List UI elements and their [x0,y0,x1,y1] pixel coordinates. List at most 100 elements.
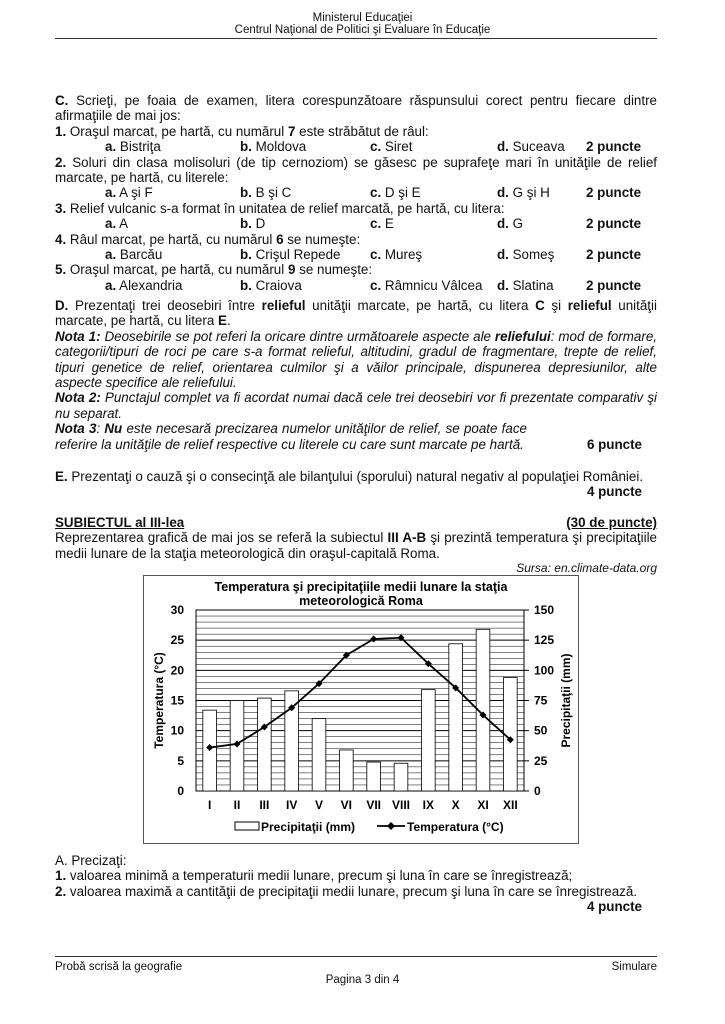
footer-left: Probă scrisă la geografie [55,961,183,973]
option-letter: c. [370,247,382,263]
x-tick: VIII [392,798,410,812]
question-text: 1. Oraşul marcat, pe hartă, cu numărul 7… [55,124,657,139]
option-letter: b. [240,277,252,293]
y-right-label: Precipitaţii (mm) [559,653,573,747]
subject-intro: Reprezentarea grafică de mai jos se refe… [55,530,657,561]
text-segment: Nota 2: [55,390,101,406]
y-left-tick: 15 [171,694,185,708]
option-letter: a. [105,139,117,155]
x-tick: V [315,798,323,812]
question-list: 1. Oraşul marcat, pe hartă, cu numărul 7… [55,124,657,293]
option-d: d. Slatina [497,278,554,293]
text-segment: D. [55,298,69,313]
text-segment: Nota 3 [55,421,97,437]
text-segment: 1. [55,868,67,884]
legend-bar-swatch [234,821,260,831]
question-text: 3. Relief vulcanic s-a format în unitate… [55,201,657,216]
y-left-tick: 5 [177,754,184,768]
y-left-tick: 25 [171,633,185,647]
option-text: Siret [381,139,413,155]
section-e-text: E. Prezentaţi o cauză şi o consecinţă al… [55,469,657,484]
precipitation-bar [448,643,463,792]
option-c: c. D şi E [370,185,421,200]
option-text: Moldova [251,139,307,155]
question-options: a. Bistriţa b. Moldova c. Siret d. Suceava 2… [55,139,657,154]
option-text: Someş [508,247,555,263]
text-segment: Relief vulcanic s-a format în unitatea d… [66,200,505,216]
text-segment: Scrieţi, pe foaia de examen, litera core… [55,93,657,124]
text-segment: se numeşte: [283,231,361,247]
question-options: a. Barcău b. Crişul Repede c. Mureş d. Some… [55,247,657,262]
option-letter: c. [370,216,382,232]
x-tick: III [259,798,269,812]
precipitation-bar [311,718,327,792]
y-right-tick: 25 [534,754,548,768]
temperature-point [506,736,514,744]
x-tick: XI [477,798,488,812]
option-text: D şi E [381,185,421,201]
option-letter: b. [240,139,252,155]
section-a-item-2: 2. valoarea maximă a cantităţii de preci… [55,884,657,899]
legend-line-marker [387,822,395,830]
text-segment: 5. [55,262,67,278]
section-c: C. Scrieţi, pe foaia de examen, litera c… [55,93,657,293]
temperature-point [342,651,350,659]
chart-title-line-2: meteorologică Roma [299,594,424,608]
precipitation-bar [421,689,436,792]
text-segment: Oraşul marcat, pe hartă, cu numărul [66,123,288,139]
subject-3: SUBIECTUL al III-lea (30 de puncte) Repre… [55,515,657,577]
text-segment: este necesară precizarea numelor unităţi… [55,421,527,452]
precipitation-bar [284,690,299,792]
option-letter: d. [497,216,509,232]
option-d: d. G [497,216,523,231]
text-segment: unităţii marcate, pe hartă, cu litera [55,298,657,329]
option-text: Bistriţa [116,139,161,155]
x-tick: II [234,798,241,812]
option-a: a. Bistriţa [105,139,161,154]
option-b: b. B şi C [240,185,291,200]
x-tick: IX [423,798,434,812]
option-letter: d. [497,247,509,263]
temperature-point [452,684,460,692]
section-a-points: 4 puncte [586,899,642,915]
text-segment: valoarea minimă a temperaturii medii lun… [66,868,573,884]
text-segment: 4. [55,231,67,247]
footer-right: Simulare [611,961,657,973]
question-text: 2. Soluri din clasa molisoluri (de tip c… [55,155,657,186]
text-segment: relieful [261,298,306,313]
option-letter: c. [370,185,382,201]
temperature-point [479,711,487,719]
section-c-intro: C. Scrieţi, pe foaia de examen, litera c… [55,93,657,124]
text-segment: E [218,313,227,329]
x-tick: VII [366,798,381,812]
precipitation-bar [257,697,272,792]
option-letter: b. [240,216,252,232]
option-letter: b. [240,185,252,201]
option-text: Craiova [251,277,302,293]
note-2: Nota 2: Punctajul complet va fi acordat … [55,390,657,421]
ministry-name: Ministerul Educaţiei [312,12,413,24]
temperature-point [260,723,268,731]
section-a-title: A. Precizaţi: [55,853,127,868]
text-segment: 9 [287,262,296,278]
option-text: Alexandria [116,277,183,293]
option-letter: a. [105,216,117,232]
precipitation-bar [393,762,409,792]
option-letter: a. [105,247,117,263]
question-text: 4. Râul marcat, pe hartă, cu numărul 6 s… [55,232,657,247]
section-d: D. Prezentaţi trei deosebiri între relie… [55,298,657,452]
text-segment: Oraşul marcat, pe hartă, cu numărul [66,262,288,278]
text-segment: Reprezentarea grafică de mai jos se refe… [55,530,388,546]
question-points: 2 puncte [586,216,642,232]
text-segment: relieful [567,298,612,313]
option-text: Slatina [508,277,554,293]
text-segment: III A-B [387,530,427,546]
text-segment: 3. [55,200,67,216]
page-number: Pagina 3 din 4 [325,974,400,986]
question-options: a. Alexandria b. Craiova c. Râmnicu Vâlcea… [55,278,657,293]
option-letter: d. [497,277,509,293]
option-c: c. Râmnicu Vâlcea [370,278,482,293]
option-text: B şi C [251,185,292,201]
y-left-tick: 10 [171,724,185,738]
